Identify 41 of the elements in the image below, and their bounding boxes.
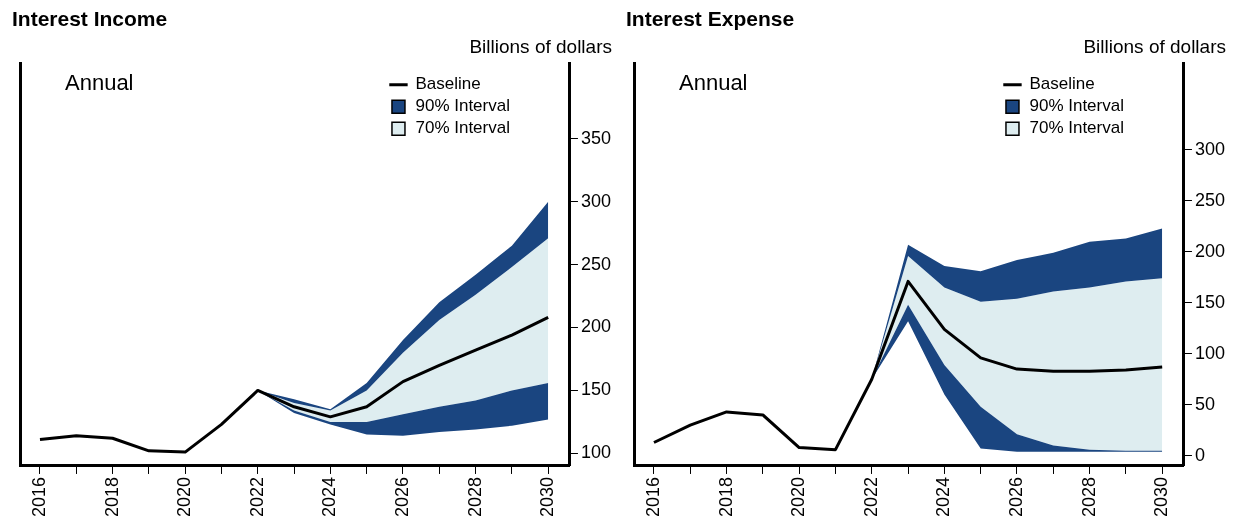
legend-label: Baseline: [1029, 74, 1095, 94]
x-tick-label: 2016: [642, 476, 663, 517]
x-tick-label: 2030: [537, 476, 558, 517]
y-tick-label: 50: [1194, 393, 1215, 414]
annotation: Annual: [65, 70, 134, 96]
y-tick-label: 200: [1194, 240, 1226, 261]
x-tick-label: 2024: [933, 476, 954, 517]
chart-title: Interest Expense: [626, 7, 795, 31]
y-tick-label: 150: [580, 379, 612, 400]
legend-label: 70% Interval: [415, 118, 510, 138]
x-tick-label: 2016: [28, 476, 49, 517]
y-tick-label: 300: [1194, 138, 1226, 159]
x-tick-label: 2022: [246, 476, 267, 517]
legend-label: 90% Interval: [1029, 96, 1124, 116]
y-axis-title: Billions of dollars: [1083, 35, 1226, 57]
y-tick-label: 250: [1194, 189, 1226, 210]
legend-label: 70% Interval: [1029, 118, 1124, 138]
x-tick-label: 2024: [319, 476, 340, 517]
y-tick-label: 150: [1194, 291, 1226, 312]
annotation: Annual: [679, 70, 748, 96]
x-tick-label: 2020: [788, 476, 809, 517]
y-tick-label: 100: [1194, 342, 1226, 363]
y-tick-label: 250: [580, 253, 612, 274]
y-tick-label: 200: [580, 316, 612, 337]
x-tick-label: 2028: [1078, 476, 1099, 517]
legend-label: 90% Interval: [415, 96, 510, 116]
y-tick-label: 0: [1194, 444, 1205, 465]
y-tick-label: 300: [580, 190, 612, 211]
y-tick-label: 100: [580, 442, 612, 463]
x-tick-label: 2018: [715, 476, 736, 517]
x-tick-label: 2022: [860, 476, 881, 517]
y-axis-title: Billions of dollars: [469, 35, 612, 57]
x-tick-label: 2026: [391, 476, 412, 517]
x-tick-label: 2026: [1005, 476, 1026, 517]
y-tick-label: 350: [580, 127, 612, 148]
x-tick-label: 2020: [174, 476, 195, 517]
x-tick-label: 2030: [1151, 476, 1172, 517]
x-tick-label: 2028: [464, 476, 485, 517]
legend-label: Baseline: [415, 74, 481, 94]
chart-title: Interest Income: [12, 7, 168, 31]
x-tick-label: 2018: [101, 476, 122, 517]
